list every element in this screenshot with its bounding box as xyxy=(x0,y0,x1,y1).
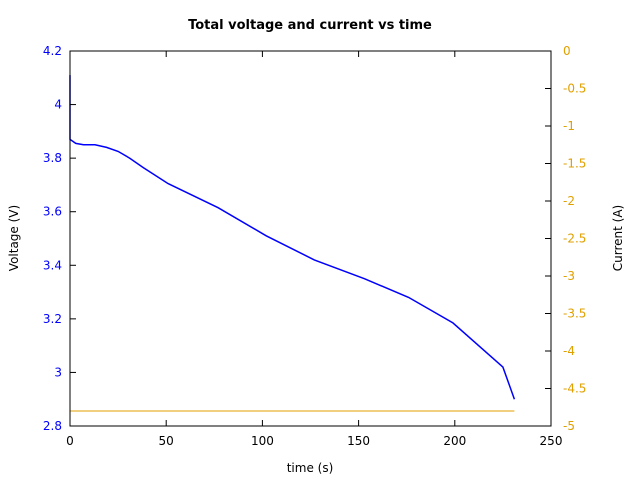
x-axis-label: time (s) xyxy=(286,461,334,475)
y2-tick-label: -2 xyxy=(563,194,575,208)
chart-title: Total voltage and current vs time xyxy=(188,18,432,33)
y2-tick-label: 0 xyxy=(563,44,571,58)
y2-tick-label: -0.5 xyxy=(563,82,586,96)
voltage-line xyxy=(69,75,516,400)
y-axis-label: Voltage (V) xyxy=(7,204,21,272)
y2-tick-label: -1.5 xyxy=(563,157,586,171)
plot-frame xyxy=(69,50,552,427)
y-tick-label: 3.4 xyxy=(43,258,62,272)
y2-axis-label: Current (A) xyxy=(611,204,625,272)
y-tick-label: 3 xyxy=(54,365,62,379)
y2-tick-label: -3.5 xyxy=(563,307,586,321)
y2-tick-label: -4.5 xyxy=(563,382,586,396)
y-tick-label: 2.8 xyxy=(43,419,62,433)
x-tick-label: 100 xyxy=(251,434,274,448)
y2-tick-label: -5 xyxy=(563,419,575,433)
y2-tick-label: -1 xyxy=(563,119,575,133)
y2-tick-label: -4 xyxy=(563,344,575,358)
y-tick-label: 4 xyxy=(54,98,62,112)
x-tick-label: 250 xyxy=(540,434,563,448)
x-tick-label: 0 xyxy=(66,434,74,448)
x-tick-label: 50 xyxy=(159,434,174,448)
y2-tick-label: -3 xyxy=(563,269,575,283)
x-tick-label: 150 xyxy=(347,434,370,448)
y2-tick-label: -2.5 xyxy=(563,232,586,246)
y-tick-label: 3.6 xyxy=(43,205,62,219)
y-tick-label: 3.2 xyxy=(43,312,62,326)
x-tick-label: 200 xyxy=(443,434,466,448)
y-tick-label: 4.2 xyxy=(43,44,62,58)
y-tick-label: 3.8 xyxy=(43,151,62,165)
